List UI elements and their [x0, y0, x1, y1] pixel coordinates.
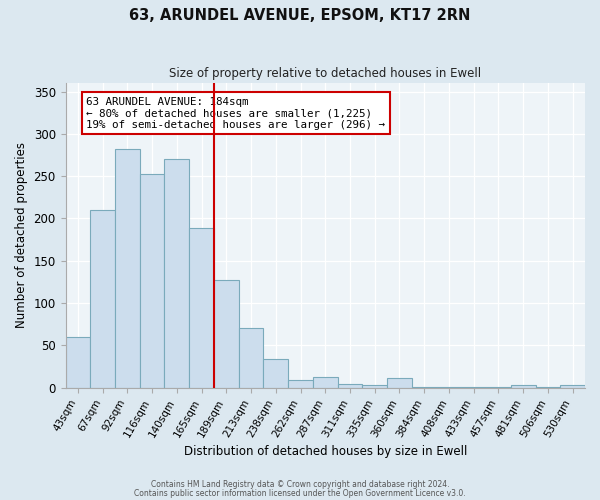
Bar	[214, 280, 239, 388]
Text: 63, ARUNDEL AVENUE, EPSOM, KT17 2RN: 63, ARUNDEL AVENUE, EPSOM, KT17 2RN	[130, 8, 470, 22]
Bar	[486, 387, 511, 388]
Bar	[437, 387, 461, 388]
X-axis label: Distribution of detached houses by size in Ewell: Distribution of detached houses by size …	[184, 444, 467, 458]
Bar	[263, 359, 288, 388]
Title: Size of property relative to detached houses in Ewell: Size of property relative to detached ho…	[169, 68, 481, 80]
Bar	[511, 385, 536, 388]
Bar	[362, 385, 387, 388]
Bar	[313, 376, 338, 388]
Bar	[461, 387, 486, 388]
Bar	[239, 328, 263, 388]
Bar	[90, 210, 115, 388]
Bar	[115, 149, 140, 388]
Bar	[387, 378, 412, 388]
Text: Contains public sector information licensed under the Open Government Licence v3: Contains public sector information licen…	[134, 488, 466, 498]
Bar	[189, 228, 214, 388]
Y-axis label: Number of detached properties: Number of detached properties	[15, 142, 28, 328]
Bar	[288, 380, 313, 388]
Text: Contains HM Land Registry data © Crown copyright and database right 2024.: Contains HM Land Registry data © Crown c…	[151, 480, 449, 489]
Bar	[140, 174, 164, 388]
Bar	[560, 385, 585, 388]
Bar	[536, 387, 560, 388]
Bar	[164, 159, 189, 388]
Bar	[338, 384, 362, 388]
Bar	[412, 387, 437, 388]
Text: 63 ARUNDEL AVENUE: 184sqm
← 80% of detached houses are smaller (1,225)
19% of se: 63 ARUNDEL AVENUE: 184sqm ← 80% of detac…	[86, 97, 385, 130]
Bar	[65, 337, 90, 388]
